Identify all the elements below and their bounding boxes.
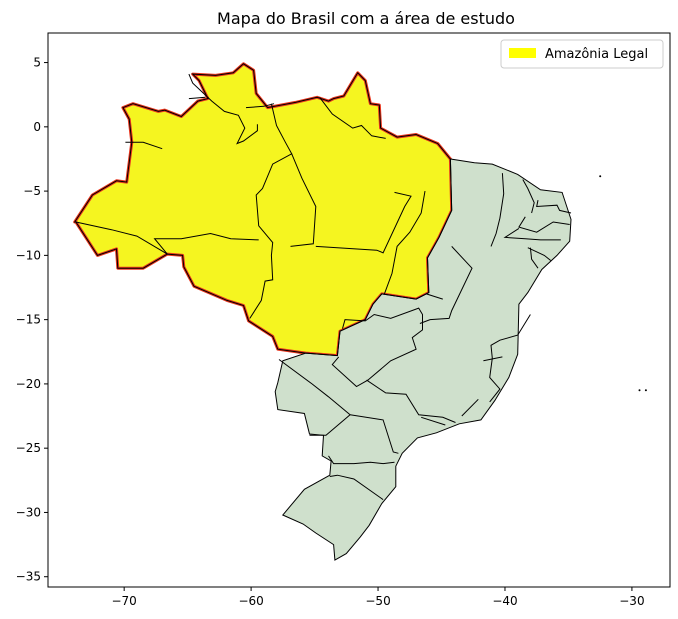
island-1: [638, 389, 641, 392]
state-border-8: [290, 153, 317, 247]
state-border-12: [278, 359, 351, 436]
state-border-24: [522, 179, 535, 214]
chart-title: Mapa do Brasil com a área de estudo: [217, 9, 515, 28]
y-tick-label: 0: [33, 120, 41, 134]
island-0: [599, 175, 602, 178]
legend: Amazônia Legal: [500, 39, 664, 69]
regions-layer: [73, 62, 572, 561]
y-tick-label: −5: [23, 184, 41, 198]
y-tick-label: −20: [16, 377, 41, 391]
y-tick-label: −30: [16, 505, 41, 519]
state-border-28: [527, 247, 552, 261]
x-tick-label: −50: [365, 594, 390, 608]
state-border-20: [366, 379, 456, 423]
state-border-18: [489, 314, 531, 403]
state-border-10: [383, 191, 426, 295]
y-tick-label: 5: [33, 56, 41, 70]
state-border-9: [315, 191, 412, 254]
legend-swatch-amazonia: [509, 48, 536, 58]
y-tick-label: −25: [16, 441, 41, 455]
state-border-17: [426, 293, 443, 300]
y-tick-label: −15: [16, 313, 41, 327]
legend-box: [500, 39, 664, 69]
state-border-6: [153, 232, 259, 255]
y-tick-label: −10: [16, 248, 41, 262]
state-border-4: [188, 73, 258, 145]
state-border-26: [518, 216, 570, 233]
state-border-1: [125, 141, 163, 150]
state-border-0: [75, 221, 168, 255]
state-border-22: [461, 398, 479, 417]
state-border-21: [421, 416, 446, 426]
legend-label-amazonia: Amazônia Legal: [545, 47, 648, 62]
x-tick-label: −30: [619, 594, 644, 608]
state-border-14: [328, 455, 395, 465]
state-border-3: [245, 103, 275, 109]
y-tick-label: −35: [16, 570, 41, 584]
state-border-5: [249, 103, 293, 319]
state-border-27: [503, 227, 561, 241]
island-2: [644, 389, 647, 392]
x-tick-label: −60: [238, 594, 263, 608]
x-tick-label: −40: [492, 594, 517, 608]
state-border-11: [331, 307, 423, 388]
state-border-25: [536, 200, 572, 214]
islands-layer: [599, 175, 647, 392]
plot-frame: [47, 32, 671, 588]
state-border-7: [319, 96, 386, 139]
x-axis-ticks: −70 −60 −50 −40 −30: [111, 587, 645, 608]
state-border-16: [419, 246, 473, 324]
y-axis-ticks: 5 0 −5 −10 −15 −20 −25 −30 −35: [16, 56, 48, 584]
state-border-15: [329, 474, 384, 501]
state-border-19: [483, 356, 503, 362]
x-tick-label: −70: [111, 594, 136, 608]
state-border-29: [529, 247, 539, 269]
state-border-13: [350, 414, 399, 454]
state-borders-layer: [75, 73, 572, 501]
region-amazonia-outline: [73, 63, 453, 357]
state-border-2: [188, 96, 206, 100]
state-border-23: [490, 173, 505, 247]
